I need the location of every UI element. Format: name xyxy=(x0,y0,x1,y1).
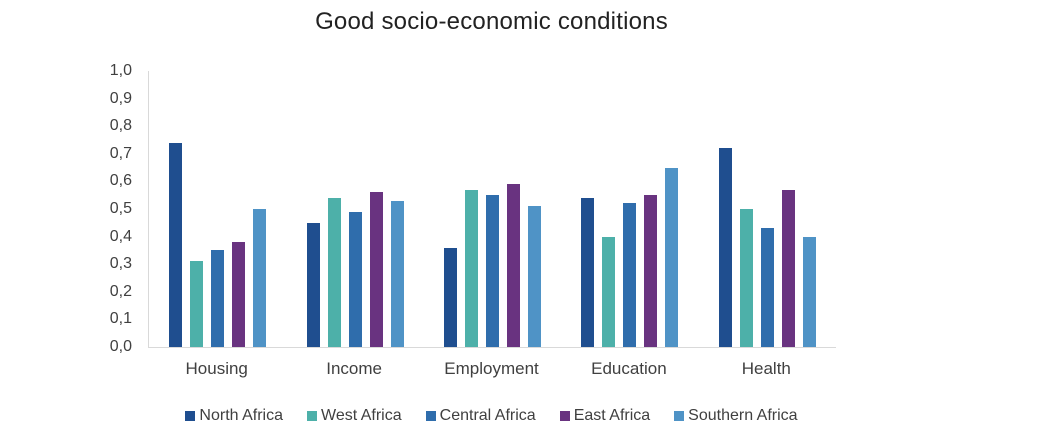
bar-southern-africa-employment xyxy=(528,206,542,347)
bar-north-africa-health xyxy=(718,148,732,347)
legend-swatch-icon-southern-africa xyxy=(674,411,685,421)
bar-group-employment xyxy=(424,71,561,347)
x-axis-label-housing: Housing xyxy=(185,359,248,378)
y-tick-label-0-8: 0,8 xyxy=(109,117,132,135)
chart-title: Good socio-economic conditions xyxy=(315,8,668,35)
bar-central-africa-employment xyxy=(486,195,500,347)
y-tick-label-0-4: 0,4 xyxy=(109,227,132,245)
bar-west-africa-education xyxy=(602,236,616,347)
bar-group-income xyxy=(286,71,423,347)
x-axis-label-health: Health xyxy=(741,359,791,378)
legend-item-west-africa: West Africa xyxy=(307,407,402,425)
y-tick-label-0-5: 0,5 xyxy=(109,200,132,217)
bar-west-africa-income xyxy=(327,197,341,347)
bar-southern-africa-health xyxy=(802,236,816,347)
bar-east-africa-health xyxy=(781,189,795,347)
legend-swatch-icon-north-africa xyxy=(185,411,196,421)
bar-southern-africa-education xyxy=(665,167,679,347)
legend-swatch-icon-west-africa xyxy=(307,411,318,421)
legend-label-central-africa: Central Africa xyxy=(439,407,536,424)
legend-swatch-icon-central-africa xyxy=(425,411,436,421)
plot-area xyxy=(148,71,836,348)
bar-southern-africa-housing xyxy=(253,209,267,347)
bar-west-africa-health xyxy=(739,209,753,347)
bar-north-africa-education xyxy=(581,197,595,347)
bar-group-housing xyxy=(149,71,286,347)
bar-central-africa-housing xyxy=(211,250,225,347)
legend-item-east-africa: East Africa xyxy=(559,407,651,425)
bar-east-africa-housing xyxy=(232,242,246,347)
y-tick-label-0-6: 0,6 xyxy=(109,172,132,190)
legend: North Africa West Africa Central Africa Eas… xyxy=(148,407,835,425)
x-axis-label-employment: Employment xyxy=(444,359,539,378)
bar-central-africa-income xyxy=(348,211,362,347)
y-tick-label-0-9: 0,9 xyxy=(109,89,132,107)
bar-central-africa-education xyxy=(623,203,637,347)
x-axis-label-income: Income xyxy=(326,359,382,378)
bar-west-africa-employment xyxy=(465,189,479,347)
legend-label-west-africa: West Africa xyxy=(321,407,402,424)
bar-north-africa-income xyxy=(306,222,320,347)
y-tick-label-0-2: 0,2 xyxy=(109,282,132,300)
bar-north-africa-employment xyxy=(444,247,458,347)
bar-east-africa-employment xyxy=(507,184,521,347)
y-tick-label-0-0: 0,0 xyxy=(109,338,132,355)
y-tick-label-1-0: 1,0 xyxy=(109,62,132,79)
legend-item-north-africa: North Africa xyxy=(185,407,283,425)
bar-north-africa-housing xyxy=(169,142,183,347)
y-axis: 0,0 0,1 0,2 0,3 0,4 0,5 0,6 0,7 0,8 0,9 1,0 xyxy=(0,63,132,355)
bar-east-africa-income xyxy=(369,192,383,347)
bar-southern-africa-income xyxy=(390,200,404,347)
legend-item-central-africa: Central Africa xyxy=(425,407,536,425)
x-axis-label-education: Education xyxy=(591,359,667,378)
bar-central-africa-health xyxy=(760,228,774,347)
x-axis: Housing Income Employment Education Health xyxy=(148,359,835,379)
y-tick-label-0-7: 0,7 xyxy=(109,144,132,162)
bar-group-health xyxy=(699,71,836,347)
legend-swatch-icon-east-africa xyxy=(559,411,570,421)
legend-item-southern-africa: Southern Africa xyxy=(674,407,798,425)
legend-label-east-africa: East Africa xyxy=(573,407,651,424)
y-tick-label-0-3: 0,3 xyxy=(109,255,132,273)
bar-east-africa-education xyxy=(644,195,658,347)
bar-group-education xyxy=(561,71,698,347)
y-tick-label-0-1: 0,1 xyxy=(109,310,132,328)
legend-label-southern-africa: Southern Africa xyxy=(688,407,798,424)
bar-west-africa-housing xyxy=(190,261,204,347)
legend-label-north-africa: North Africa xyxy=(199,407,284,424)
